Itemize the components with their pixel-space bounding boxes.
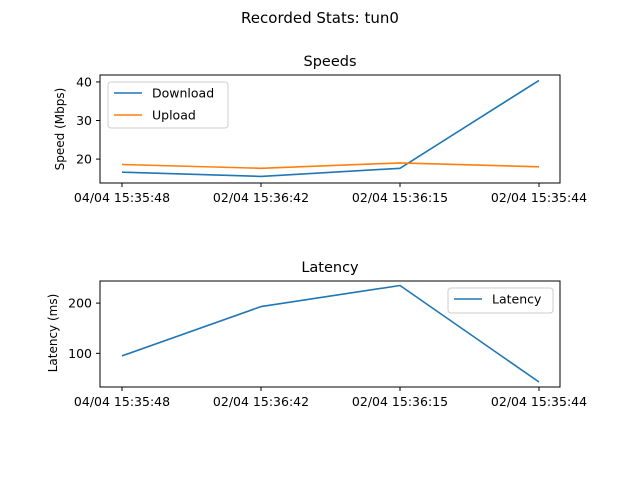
speeds-legend: Download Upload bbox=[107, 81, 229, 129]
speeds-y-tick-label: 30 bbox=[76, 113, 92, 128]
latency-legend-label: Latency bbox=[492, 292, 542, 307]
speeds-x-tick-label: 02/04 15:35:44 bbox=[491, 190, 587, 205]
speeds-x-tick-label: 02/04 15:36:42 bbox=[213, 190, 309, 205]
figure-title: Recorded Stats: tun0 bbox=[241, 9, 399, 27]
speeds-y-axis-label: Speed (Mbps) bbox=[53, 88, 67, 171]
speeds-series-upload-line bbox=[121, 162, 540, 170]
latency-y-tick-label: 100 bbox=[68, 346, 92, 361]
latency-chart-title: Latency bbox=[301, 260, 359, 276]
latency-y-tick-label: 200 bbox=[68, 296, 92, 311]
latency-chart: Latency Latency (ms) 04/04 15:35:48 02/04… bbox=[46, 260, 587, 409]
speeds-y-tick-label: 40 bbox=[76, 74, 92, 89]
latency-legend-box bbox=[447, 287, 554, 314]
latency-plot-area bbox=[99, 280, 561, 388]
latency-x-tick-label: 04/04 15:35:48 bbox=[74, 394, 170, 409]
speeds-chart: Speeds Speed (Mbps) 04/04 15:35:48 02/04 … bbox=[53, 54, 587, 205]
speeds-chart-title: Speeds bbox=[303, 54, 356, 70]
speeds-x-tick-label: 04/04 15:35:48 bbox=[74, 190, 170, 205]
latency-x-tick-label: 02/04 15:36:15 bbox=[352, 394, 448, 409]
latency-series-latency-line bbox=[121, 284, 540, 383]
latency-y-axis-label: Latency (ms) bbox=[46, 294, 60, 373]
speeds-series-download-line bbox=[121, 79, 540, 178]
latency-legend: Latency bbox=[447, 287, 554, 314]
latency-x-tick-label: 02/04 15:35:44 bbox=[491, 394, 587, 409]
speeds-plot-area bbox=[99, 74, 561, 184]
speeds-y-tick-label: 20 bbox=[76, 152, 92, 167]
speeds-legend-label: Upload bbox=[152, 108, 196, 123]
speeds-legend-label: Download bbox=[152, 86, 214, 101]
speeds-x-tick-label: 02/04 15:36:15 bbox=[352, 190, 448, 205]
latency-x-tick-label: 02/04 15:36:42 bbox=[213, 394, 309, 409]
